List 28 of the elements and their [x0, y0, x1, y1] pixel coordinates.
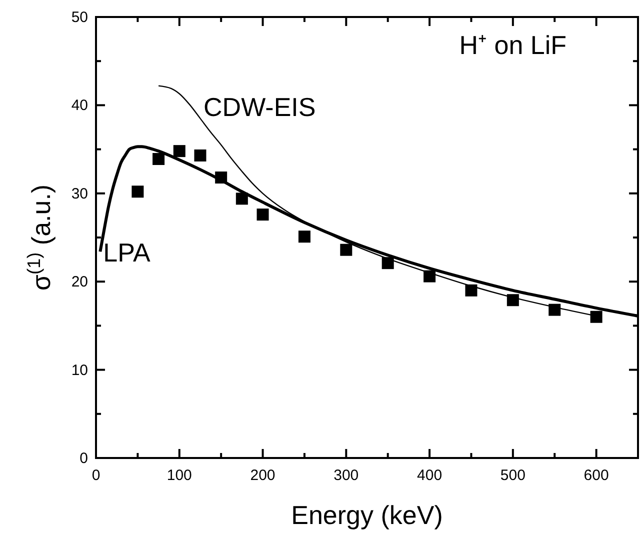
series-label: CDW-EIS [204, 92, 316, 122]
point [132, 186, 144, 198]
annotation: H⁺ on LiF [459, 30, 567, 60]
x-tick-label: 400 [417, 467, 442, 484]
x-axis-title: Energy (keV) [291, 500, 443, 530]
point [194, 149, 206, 162]
y-tick-label: 10 [71, 362, 88, 379]
point [590, 310, 602, 323]
point [340, 244, 352, 256]
y-tick-label: 40 [71, 97, 88, 114]
point [548, 304, 561, 316]
y-tick-label: 50 [71, 9, 88, 26]
point [256, 208, 269, 221]
x-tick-label: 100 [166, 467, 192, 484]
x-tick-label: 0 [92, 467, 100, 484]
y-tick-label: 20 [71, 274, 88, 291]
x-tick-label: 500 [500, 467, 526, 484]
point [506, 294, 519, 306]
x-tick-label: 600 [584, 467, 609, 484]
point [465, 284, 478, 296]
point [152, 153, 165, 165]
x-tick-label: 200 [250, 467, 276, 484]
point [173, 145, 186, 158]
y-tick-label: 0 [80, 450, 88, 467]
y-tick-label: 30 [71, 185, 88, 202]
point [298, 230, 310, 243]
series-label: LPA [103, 238, 152, 268]
x-tick-label: 300 [334, 467, 359, 484]
